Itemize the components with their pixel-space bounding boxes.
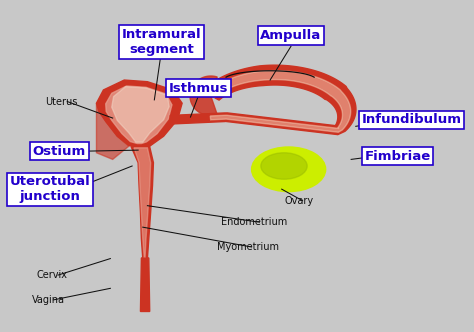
Polygon shape [140,258,150,311]
Text: Ovary: Ovary [284,196,313,206]
Polygon shape [170,65,356,134]
Text: Uterotubal
junction: Uterotubal junction [10,175,91,203]
Polygon shape [112,87,169,142]
Text: Intramural
segment: Intramural segment [121,28,201,56]
Polygon shape [97,103,129,159]
Ellipse shape [261,153,307,179]
Text: Isthmus: Isthmus [169,82,228,95]
Text: Uterus: Uterus [46,97,78,107]
Polygon shape [106,86,172,143]
Text: Cervix: Cervix [36,270,67,280]
Text: Endometrium: Endometrium [221,217,288,227]
Polygon shape [134,148,151,257]
Text: Ampulla: Ampulla [260,29,321,42]
Polygon shape [190,76,217,116]
Text: Vagina: Vagina [32,295,64,305]
Polygon shape [207,71,351,132]
Polygon shape [131,147,154,259]
Text: Myometrium: Myometrium [217,242,279,252]
Text: Fimbriae: Fimbriae [365,150,430,163]
Text: Infundibulum: Infundibulum [361,113,461,126]
Ellipse shape [252,147,326,192]
Polygon shape [97,80,182,148]
Text: Ostium: Ostium [33,145,86,158]
